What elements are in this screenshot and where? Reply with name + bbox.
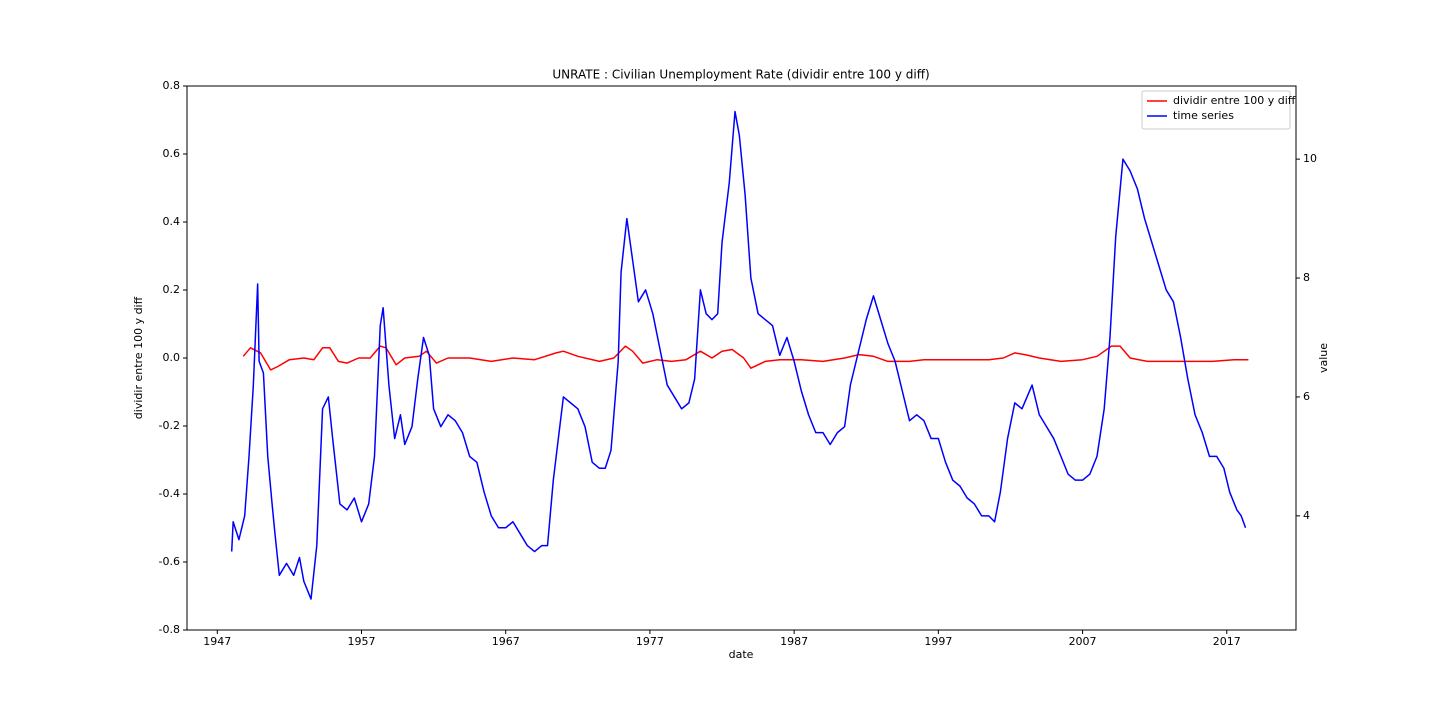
y-tick-label: 0.8	[163, 79, 181, 92]
legend-box	[1141, 90, 1291, 130]
x-tick-label: 1957	[347, 635, 375, 648]
x-tick-label: 1967	[492, 635, 520, 648]
series-line	[242, 345, 1249, 371]
x-tick-label: 2017	[1213, 635, 1241, 648]
y-tick-label: 0.6	[163, 147, 181, 160]
y-tick-label: 0.2	[163, 283, 181, 296]
y-tick-label: 0.0	[163, 351, 181, 364]
y-tick-label: -0.8	[159, 623, 180, 636]
x-tick-label: 1977	[636, 635, 664, 648]
legend-label: time series	[1173, 109, 1234, 122]
y2-tick-label: 10	[1303, 152, 1317, 165]
series-line	[230, 110, 1247, 600]
x-tick-label: 1947	[203, 635, 231, 648]
y-tick-label: -0.2	[159, 419, 180, 432]
y2-axis-label: value	[1317, 343, 1330, 373]
y-tick-label: -0.4	[159, 487, 180, 500]
x-tick-label: 1997	[924, 635, 952, 648]
chart-title: UNRATE : Civilian Unemployment Rate (div…	[552, 68, 929, 82]
legend-label: dividir entre 100 y diff	[1173, 94, 1296, 107]
legend: dividir entre 100 y diff time series	[1141, 90, 1296, 130]
x-tick-label: 1987	[780, 635, 808, 648]
x-tick-label: 2007	[1069, 635, 1097, 648]
y2-tick-label: 6	[1303, 390, 1310, 403]
plot-frame	[186, 85, 1297, 631]
y-axis-label: dividir entre 100 y diff	[132, 296, 145, 419]
y2-tick-label: 8	[1303, 271, 1310, 284]
y-tick-label: -0.6	[159, 555, 180, 568]
y2-tick-label: 4	[1303, 509, 1310, 522]
x-axis-label: date	[729, 648, 754, 661]
y-tick-label: 0.4	[163, 215, 181, 228]
